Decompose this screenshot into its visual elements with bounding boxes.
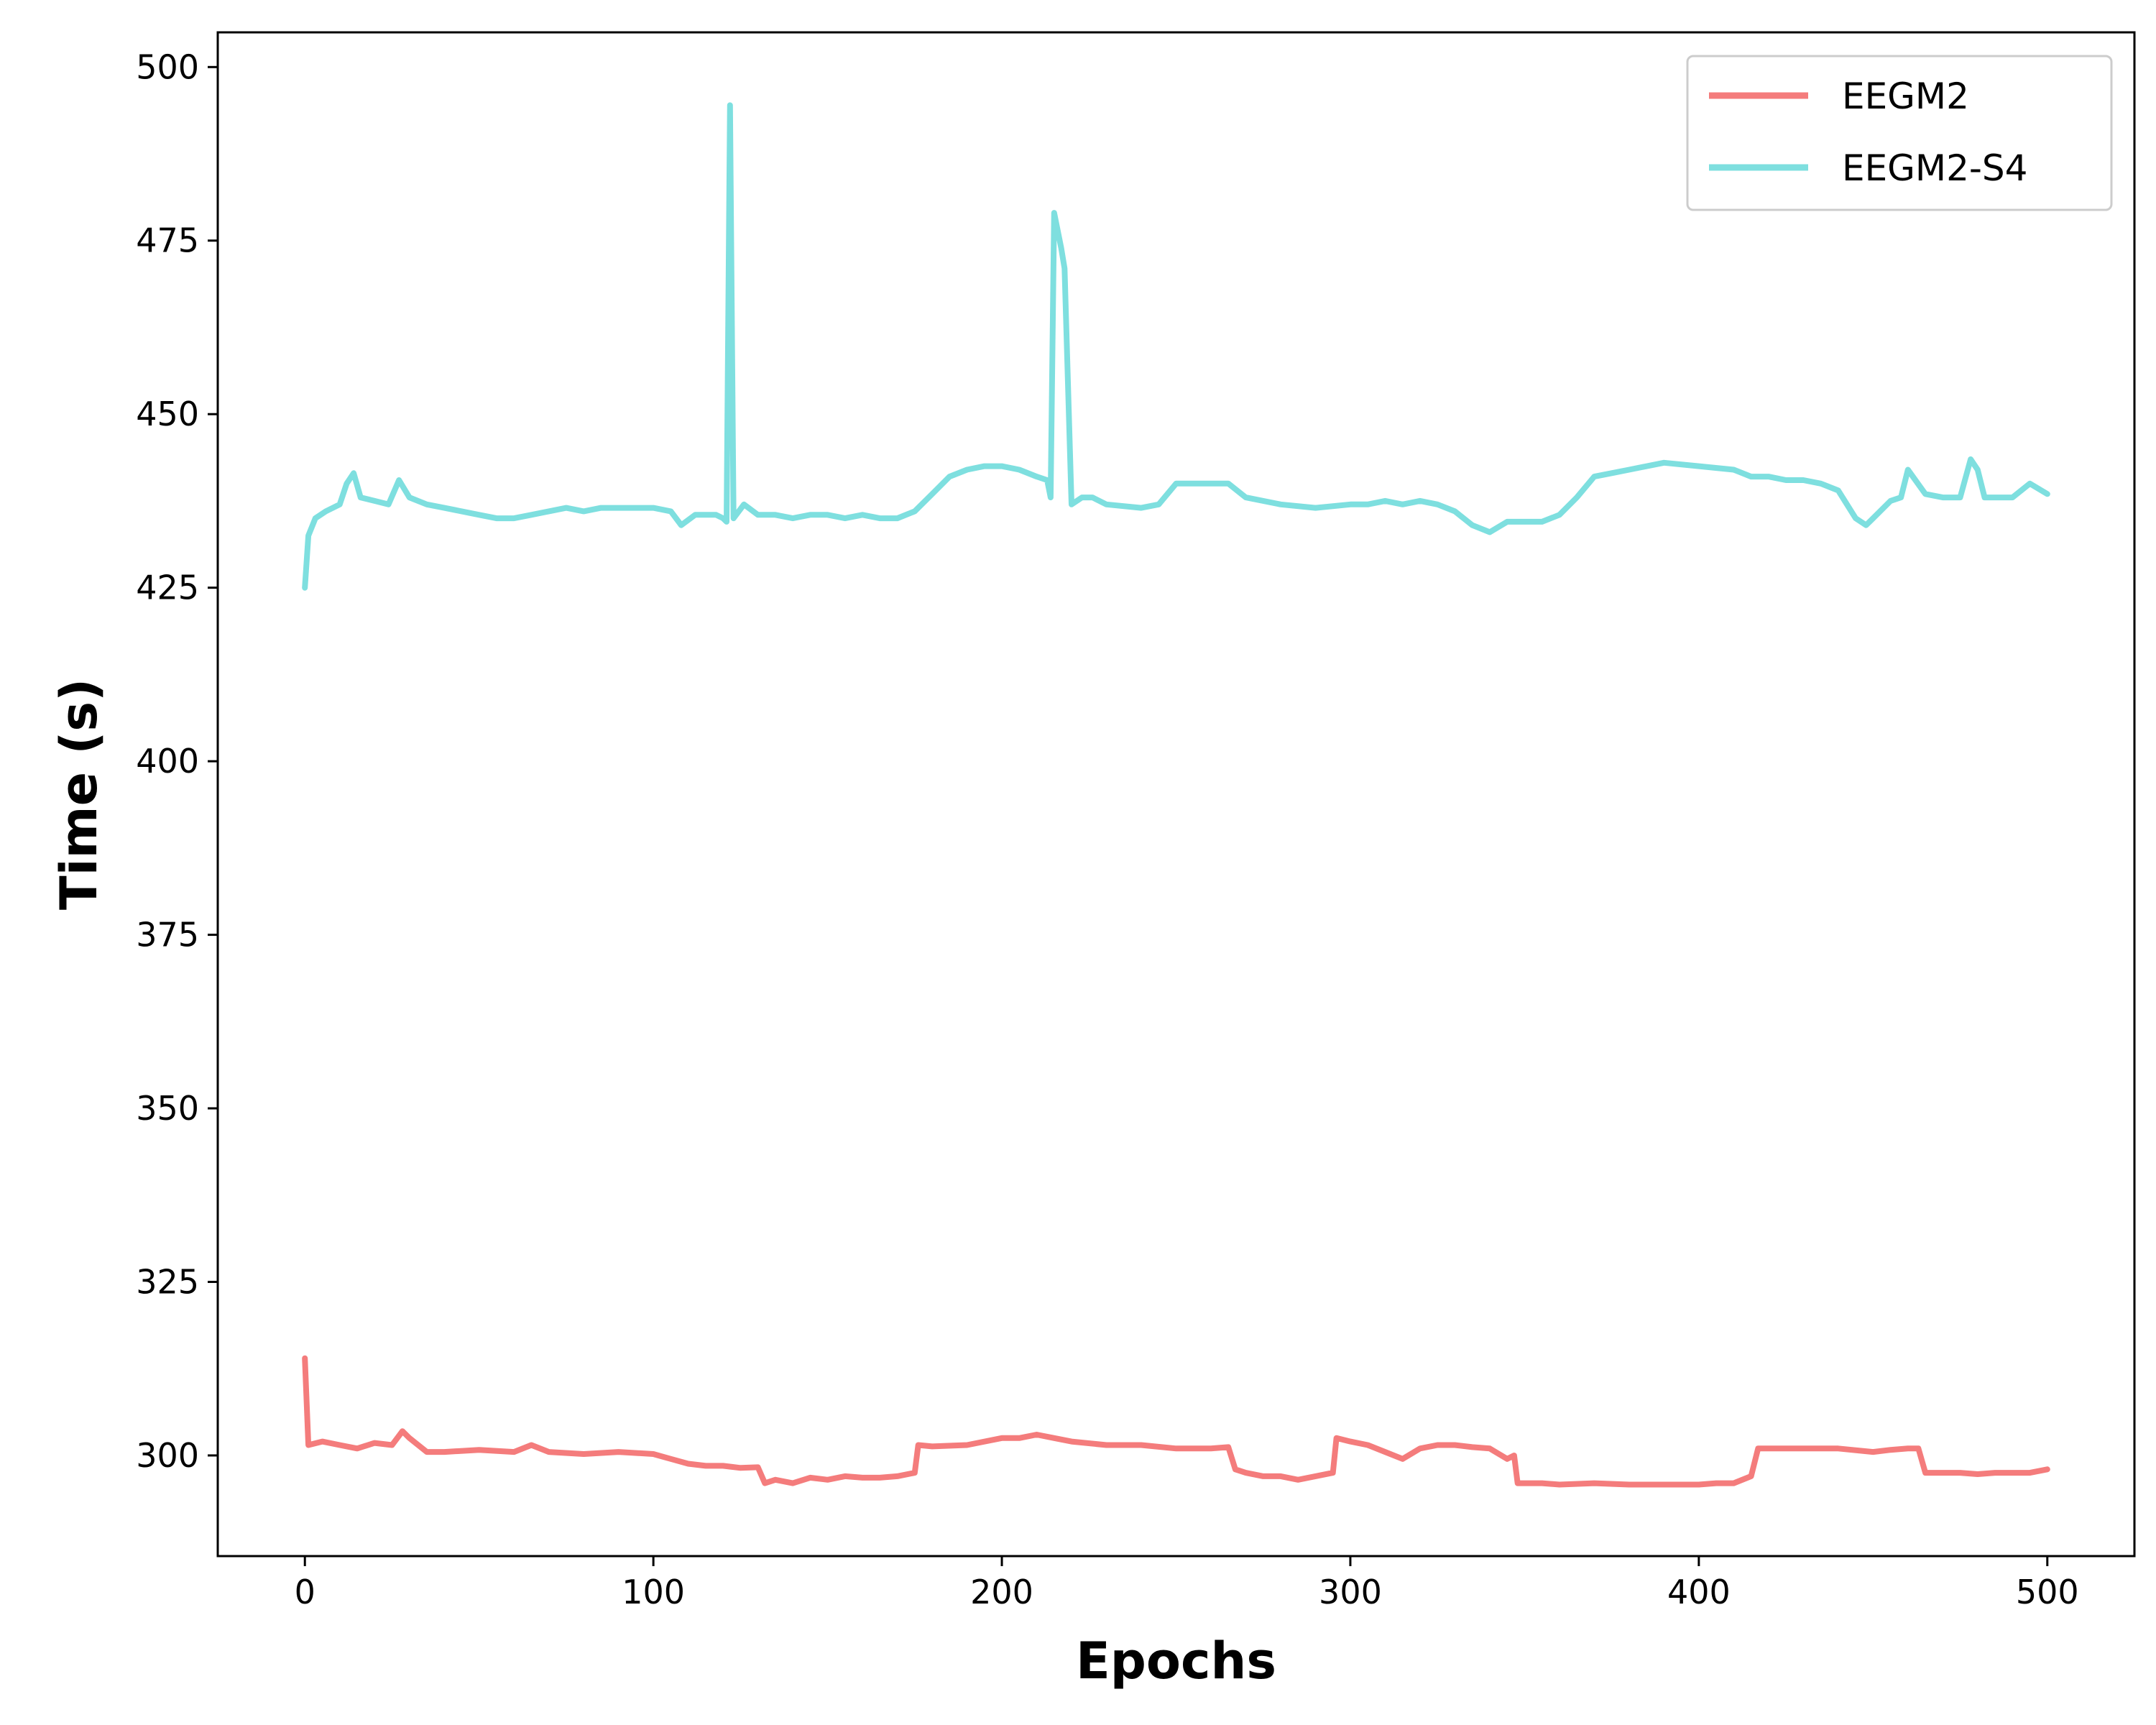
x-tick-label: 0 xyxy=(295,1573,315,1611)
x-tick-label: 200 xyxy=(970,1573,1033,1611)
y-axis-ticks: 300 325 350 375 400 425 450 475 500 xyxy=(136,47,218,1475)
x-tick-label: 400 xyxy=(1667,1573,1731,1611)
x-tick-label: 100 xyxy=(622,1573,685,1611)
x-tick-label: 300 xyxy=(1319,1573,1382,1611)
y-tick-label: 350 xyxy=(136,1089,199,1128)
y-tick-label: 500 xyxy=(136,47,199,86)
y-tick-label: 425 xyxy=(136,569,199,607)
legend-label: EEGM2-S4 xyxy=(1842,147,2027,189)
plot-lines xyxy=(302,102,2050,1488)
x-axis-ticks: 0 100 200 300 400 500 xyxy=(295,1556,2079,1611)
y-tick-label: 325 xyxy=(136,1262,199,1301)
plot-frame xyxy=(216,31,2136,1558)
legend-label: EEGM2 xyxy=(1842,75,1969,117)
y-tick-label: 475 xyxy=(136,221,199,260)
x-tick-label: 500 xyxy=(2016,1573,2079,1611)
x-axis-label: Epochs xyxy=(1076,1632,1276,1690)
y-tick-label: 400 xyxy=(136,742,199,781)
y-axis-label: Time (s) xyxy=(50,678,109,910)
series-line-2 xyxy=(302,102,2050,591)
y-tick-label: 450 xyxy=(136,395,199,433)
legend: EEGM2 EEGM2-S4 xyxy=(1686,55,2113,211)
y-tick-label: 300 xyxy=(136,1436,199,1475)
series-line-1 xyxy=(302,1355,2050,1488)
y-tick-label: 375 xyxy=(136,916,199,954)
